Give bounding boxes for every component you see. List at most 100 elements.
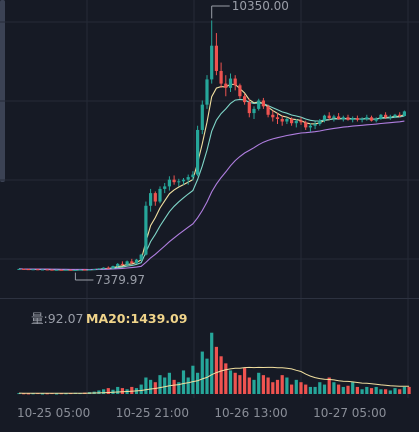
candle-body bbox=[224, 83, 228, 88]
candle-body bbox=[365, 117, 369, 119]
volume-bar bbox=[322, 384, 327, 394]
candle-body bbox=[369, 117, 374, 121]
candle-body bbox=[243, 96, 247, 103]
candle-body bbox=[294, 120, 298, 124]
candle-body bbox=[26, 269, 30, 271]
volume-bar bbox=[393, 388, 397, 394]
x-axis: 10-25 05:00 10-25 21:00 10-26 13:00 10-27 0… bbox=[17, 406, 386, 420]
volume-bar bbox=[252, 379, 256, 394]
annotation-layer: 10350.00 7379.97 bbox=[74, 0, 289, 287]
volume-bar bbox=[247, 377, 251, 394]
candle-body bbox=[341, 117, 345, 119]
volume-bar bbox=[177, 382, 181, 394]
volume-bar bbox=[275, 379, 280, 394]
candle-body bbox=[214, 45, 218, 71]
volume-bar bbox=[261, 375, 265, 394]
candle-body bbox=[308, 125, 312, 128]
candle-body bbox=[134, 259, 139, 264]
candle-body bbox=[219, 70, 223, 84]
candle-body bbox=[153, 193, 157, 202]
volume-bar bbox=[139, 384, 143, 394]
candle-body bbox=[69, 269, 73, 271]
volume-bar bbox=[318, 382, 322, 394]
candle-body bbox=[327, 115, 331, 119]
volume-layer bbox=[17, 332, 411, 395]
candle-body bbox=[64, 269, 68, 271]
candle-body bbox=[200, 104, 204, 130]
candle-body bbox=[290, 118, 294, 124]
candle-body bbox=[228, 78, 233, 88]
volume-bar bbox=[299, 382, 303, 394]
candle-body bbox=[186, 177, 190, 180]
candle-body bbox=[275, 117, 280, 119]
candle-body bbox=[257, 100, 261, 109]
volume-bar bbox=[341, 386, 345, 394]
volume-bar bbox=[280, 375, 284, 394]
candle-body bbox=[355, 118, 359, 120]
candle-body bbox=[252, 108, 256, 114]
volume-bar bbox=[243, 368, 247, 394]
volume-bar bbox=[238, 375, 242, 394]
candle-body bbox=[322, 115, 327, 121]
candle-body bbox=[266, 106, 270, 115]
volume-label: 量:92.07 bbox=[31, 311, 84, 326]
volume-bar bbox=[97, 390, 101, 394]
candle-body bbox=[346, 117, 350, 120]
candle-body bbox=[313, 124, 317, 126]
candle-body bbox=[78, 269, 82, 271]
left-scroll-handle[interactable] bbox=[0, 0, 5, 182]
candle-body bbox=[379, 114, 383, 119]
volume-bar bbox=[149, 379, 153, 394]
candle-body bbox=[337, 116, 341, 119]
candle-body bbox=[40, 269, 45, 271]
candle-body bbox=[125, 261, 129, 265]
volume-bar bbox=[313, 386, 317, 394]
volume-bar bbox=[200, 351, 204, 394]
candle-body bbox=[163, 186, 167, 189]
candle-body bbox=[393, 114, 397, 117]
volume-bar bbox=[205, 358, 209, 394]
candle-body bbox=[106, 267, 110, 269]
candle-body bbox=[280, 118, 284, 122]
volume-bar bbox=[351, 382, 355, 394]
candle-body bbox=[83, 269, 87, 271]
volume-bar bbox=[26, 393, 30, 395]
volume-bar bbox=[365, 386, 369, 394]
candle-body bbox=[181, 179, 186, 182]
volume-bar bbox=[167, 372, 171, 394]
candle-body bbox=[45, 269, 49, 271]
candle-body bbox=[238, 85, 242, 97]
ma-slow-line bbox=[18, 120, 405, 271]
candle-body bbox=[196, 129, 200, 175]
volume-bar bbox=[337, 384, 341, 394]
candle-body bbox=[210, 45, 214, 80]
candle-body bbox=[116, 263, 120, 266]
candle-body bbox=[149, 193, 153, 206]
volume-bar bbox=[384, 389, 388, 394]
candle-body bbox=[111, 265, 115, 269]
volume-bar bbox=[214, 346, 218, 394]
volume-bar bbox=[407, 386, 411, 394]
candle-body bbox=[36, 269, 40, 271]
candle-body bbox=[55, 269, 59, 271]
candle-body bbox=[87, 269, 92, 271]
candle-body bbox=[177, 181, 181, 183]
candle-body bbox=[318, 120, 322, 125]
candle-body bbox=[158, 188, 162, 202]
volume-bar bbox=[116, 386, 120, 394]
x-tick-label: 10-25 05:00 bbox=[17, 406, 90, 420]
volume-bar bbox=[271, 382, 275, 394]
volume-bar bbox=[233, 372, 237, 394]
candle-body bbox=[271, 114, 275, 118]
candle-body bbox=[59, 269, 63, 271]
volume-bar bbox=[294, 379, 298, 394]
x-tick-label: 10-26 13:00 bbox=[214, 406, 287, 420]
volume-bar bbox=[186, 377, 190, 394]
candle-body bbox=[247, 102, 251, 114]
candle-body bbox=[139, 254, 143, 260]
volume-bar bbox=[196, 372, 200, 394]
volume-ma-line bbox=[18, 366, 410, 394]
candle-body bbox=[351, 118, 355, 120]
